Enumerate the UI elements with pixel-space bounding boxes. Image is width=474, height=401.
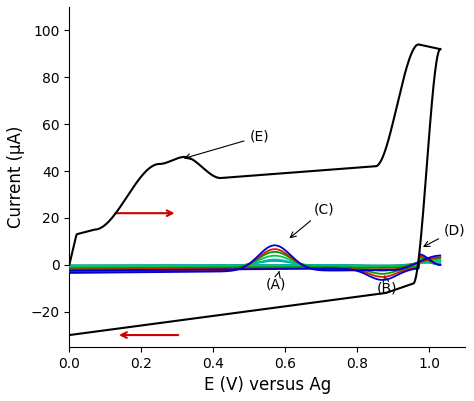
Y-axis label: Current (μA): Current (μA) [7,126,25,228]
X-axis label: E (V) versus Ag: E (V) versus Ag [204,376,331,394]
Text: (D): (D) [424,223,465,247]
Text: (B): (B) [377,276,398,296]
Text: (E): (E) [185,130,269,159]
Text: (A): (A) [265,271,286,291]
Text: (C): (C) [290,202,335,237]
